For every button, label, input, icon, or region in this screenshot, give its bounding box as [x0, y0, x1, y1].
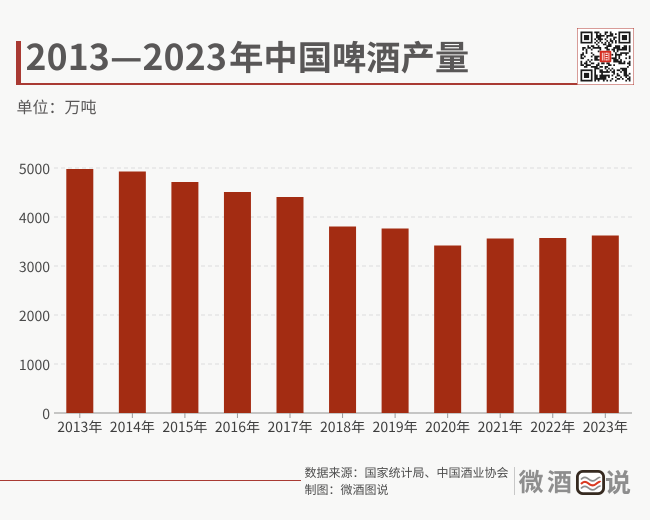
svg-text:4000: 4000	[19, 208, 50, 228]
svg-text:2018年: 2018年	[320, 417, 365, 437]
svg-text:2020年: 2020年	[425, 417, 470, 437]
svg-text:5000: 5000	[19, 159, 50, 179]
svg-text:2017年: 2017年	[267, 417, 312, 437]
svg-text:2015年: 2015年	[162, 417, 207, 437]
svg-text:2023年: 2023年	[583, 417, 628, 437]
svg-text:2016年: 2016年	[215, 417, 260, 437]
svg-text:1000: 1000	[19, 355, 50, 375]
svg-text:2022年: 2022年	[530, 417, 575, 437]
svg-text:2000: 2000	[19, 306, 50, 326]
svg-text:2019年: 2019年	[373, 417, 418, 437]
svg-text:2013年: 2013年	[57, 417, 102, 437]
svg-text:3000: 3000	[19, 257, 50, 277]
svg-text:2021年: 2021年	[478, 417, 523, 437]
svg-text:2014年: 2014年	[110, 417, 155, 437]
svg-text:0: 0	[42, 404, 50, 424]
